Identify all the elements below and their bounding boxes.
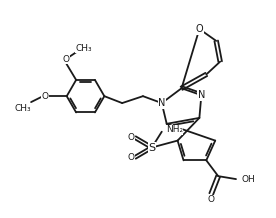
Text: OH: OH <box>242 175 256 184</box>
Text: NH₂: NH₂ <box>166 125 183 134</box>
Text: O: O <box>41 92 49 101</box>
Text: N: N <box>158 98 165 108</box>
Text: N: N <box>198 90 205 100</box>
Text: O: O <box>208 195 215 204</box>
Text: CH₃: CH₃ <box>15 104 31 112</box>
Text: O: O <box>63 55 70 64</box>
Text: O: O <box>128 153 135 162</box>
Text: CH₃: CH₃ <box>76 44 92 53</box>
Text: O: O <box>128 133 135 142</box>
Text: S: S <box>148 143 155 153</box>
Text: O: O <box>196 24 203 34</box>
